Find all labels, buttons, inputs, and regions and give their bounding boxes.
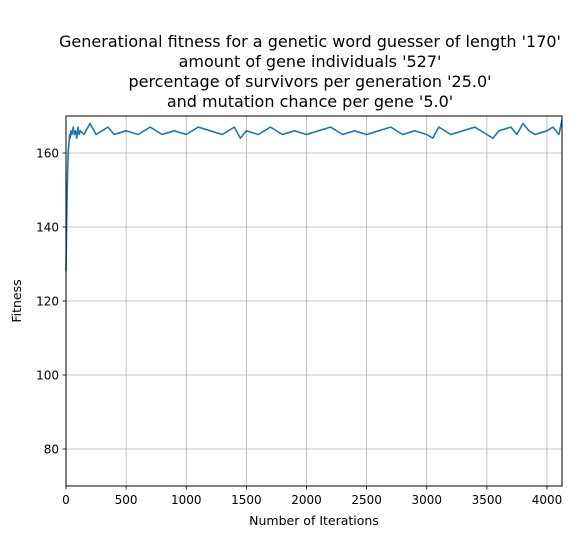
x-tick-label: 2000 bbox=[291, 493, 322, 507]
title-line-1: Generational fitness for a genetic word … bbox=[59, 32, 561, 51]
title-line-4: and mutation chance per gene '5.0' bbox=[167, 92, 453, 111]
x-tick-label: 1000 bbox=[171, 493, 202, 507]
y-axis-ticks: 80 100 120 140 160 bbox=[36, 147, 66, 457]
x-tick-label: 3500 bbox=[472, 493, 503, 507]
y-axis-label: Fitness bbox=[9, 279, 24, 322]
title-line-2: amount of gene individuals '527' bbox=[179, 52, 442, 71]
x-axis-ticks: 0 500 1000 1500 2000 2500 3000 3500 4000 bbox=[62, 486, 562, 507]
x-tick-label: 0 bbox=[62, 493, 70, 507]
x-tick-label: 1500 bbox=[231, 493, 262, 507]
chart-title: Generational fitness for a genetic word … bbox=[59, 32, 561, 111]
series-line-0 bbox=[65, 119, 563, 272]
grid bbox=[65, 116, 562, 486]
title-line-3: percentage of survivors per generation '… bbox=[128, 72, 491, 91]
y-tick-label: 80 bbox=[44, 443, 59, 457]
x-tick-label: 4000 bbox=[532, 493, 563, 507]
y-tick-label: 140 bbox=[36, 221, 59, 235]
y-tick-label: 160 bbox=[36, 147, 59, 161]
y-tick-label: 120 bbox=[36, 295, 59, 309]
x-axis-label: Number of Iterations bbox=[249, 513, 379, 528]
y-tick-label: 100 bbox=[36, 369, 59, 383]
x-tick-label: 3000 bbox=[411, 493, 442, 507]
series-layer bbox=[65, 119, 563, 272]
x-tick-label: 2500 bbox=[351, 493, 382, 507]
x-tick-label: 500 bbox=[115, 493, 138, 507]
